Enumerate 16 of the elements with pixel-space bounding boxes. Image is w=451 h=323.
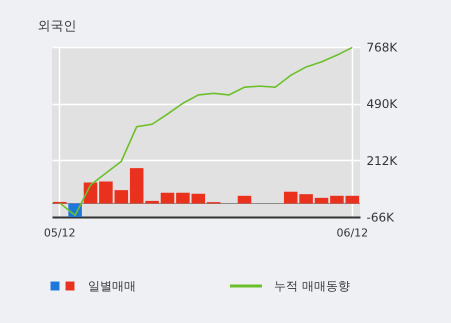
y-tick-label: 768K — [366, 40, 398, 54]
legend-label: 일별매매 — [88, 279, 136, 293]
bar — [130, 168, 144, 204]
y-tick-label: -66K — [366, 210, 396, 224]
x-tick-label: 06/12 — [336, 226, 368, 240]
bar — [284, 192, 298, 204]
y-tick-label: 212K — [366, 154, 398, 168]
bar — [238, 196, 252, 204]
y-tick-label: 490K — [366, 97, 398, 112]
chart-title: 외국인 — [37, 19, 76, 34]
bar — [346, 196, 360, 204]
bar — [114, 190, 128, 204]
bar — [192, 194, 206, 204]
line-series — [58, 46, 354, 216]
x-tick-label: 05/12 — [44, 226, 76, 240]
legend-label: 누적 매매동향 — [274, 279, 350, 293]
